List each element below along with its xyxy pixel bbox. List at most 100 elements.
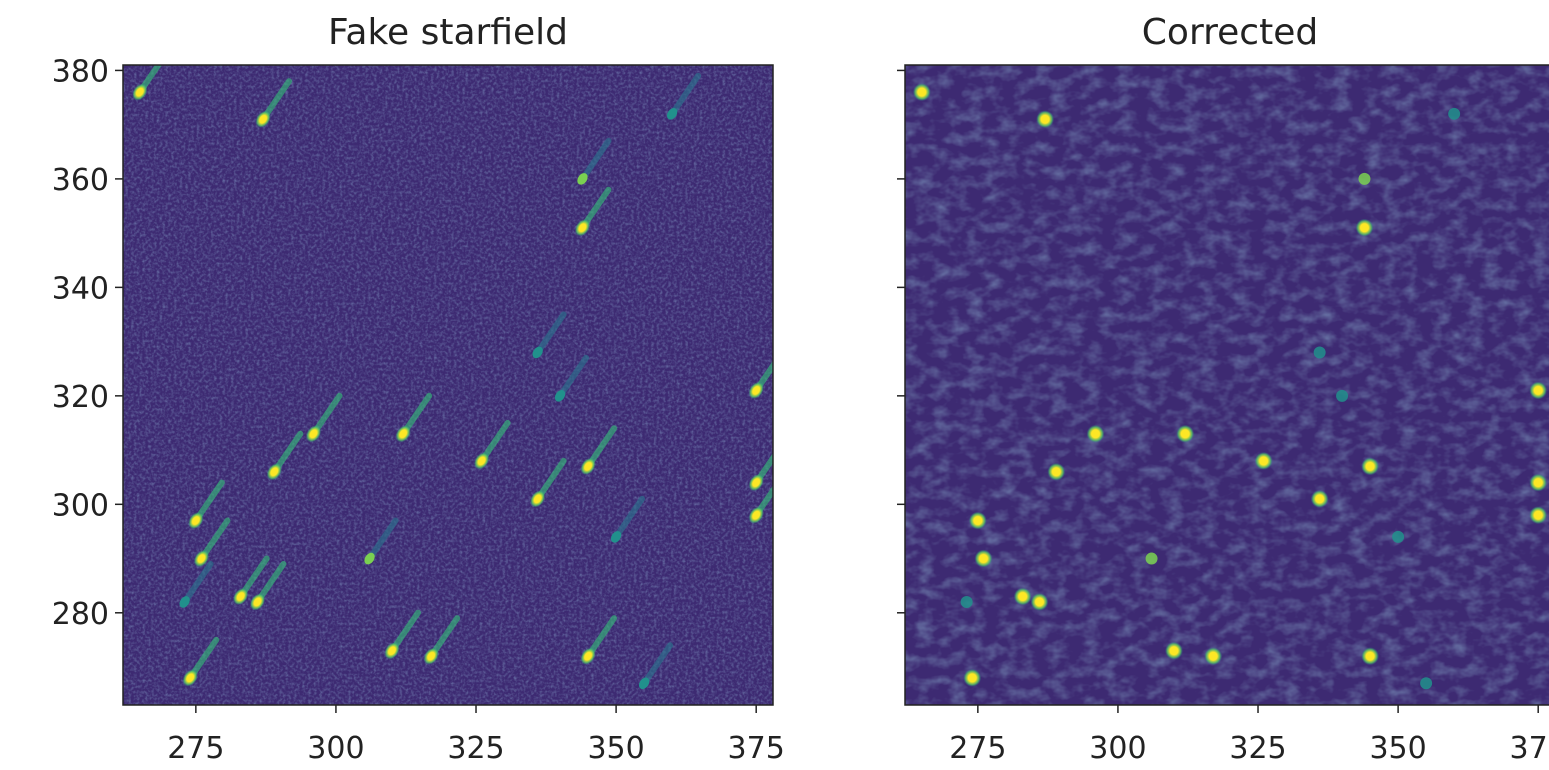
x-tick-label: 375 — [728, 731, 785, 766]
star-core — [132, 83, 148, 101]
star — [974, 549, 993, 568]
star-core — [968, 511, 987, 530]
star-core — [1036, 110, 1055, 129]
x-tick-label: 300 — [307, 731, 364, 766]
star-streak — [579, 137, 612, 182]
star — [610, 495, 646, 543]
star-core — [1336, 389, 1349, 402]
star-core — [1164, 641, 1183, 660]
star-streak — [534, 311, 567, 356]
star-core — [364, 552, 375, 565]
panel-title: Fake starfield — [328, 12, 568, 53]
x-tick-label: 375 — [1510, 731, 1549, 766]
star — [1145, 552, 1158, 565]
star-streak — [641, 642, 674, 687]
star — [473, 419, 511, 470]
star-core — [1529, 381, 1548, 400]
star-core — [193, 549, 210, 568]
star-core — [974, 549, 993, 568]
x-tick-label: 325 — [1229, 731, 1286, 766]
star — [577, 137, 612, 185]
axes-frame — [122, 64, 774, 706]
star-core — [395, 425, 411, 443]
star — [188, 479, 225, 530]
star-core — [182, 669, 198, 687]
star — [529, 457, 567, 508]
star-core — [912, 83, 931, 102]
star — [1310, 489, 1329, 508]
star-core — [1448, 107, 1461, 120]
star — [532, 311, 567, 359]
image-noise — [123, 65, 773, 705]
star — [1176, 424, 1195, 443]
star — [912, 83, 931, 102]
star — [423, 615, 461, 665]
star-core — [1086, 424, 1105, 443]
star-core — [1529, 506, 1548, 525]
star-core — [748, 506, 764, 524]
star-core — [574, 219, 591, 237]
star-core — [1358, 172, 1371, 185]
star-core — [266, 463, 283, 481]
star — [963, 668, 982, 687]
star — [1448, 107, 1461, 120]
star — [255, 78, 293, 128]
star — [384, 609, 421, 660]
star — [1164, 641, 1183, 660]
star — [249, 560, 287, 611]
star — [1254, 451, 1273, 470]
star — [1313, 346, 1326, 359]
y-tick-label: 380 — [52, 54, 109, 89]
star-core — [1420, 677, 1433, 690]
star — [748, 485, 773, 524]
star — [1358, 172, 1371, 185]
star-core — [529, 490, 546, 508]
x-tick-label: 325 — [447, 731, 504, 766]
star-core — [1355, 218, 1374, 237]
star-core — [1013, 587, 1032, 606]
y-tick-label: 340 — [52, 271, 109, 306]
star — [1013, 587, 1032, 606]
star-core — [554, 390, 566, 402]
star — [1036, 110, 1055, 129]
star — [193, 517, 231, 568]
star-core — [473, 452, 490, 470]
y-tick-label: 320 — [52, 380, 109, 415]
star-core — [577, 173, 588, 185]
x-tick-label: 275 — [167, 731, 224, 766]
star-core — [1361, 457, 1380, 476]
star-core — [1176, 424, 1195, 443]
star-core — [384, 642, 400, 660]
star-core — [963, 668, 982, 687]
star-core — [1529, 473, 1548, 492]
star — [554, 354, 590, 402]
star-core — [188, 511, 204, 530]
axes-frame — [904, 64, 1549, 706]
star — [1336, 389, 1349, 402]
star — [182, 636, 220, 687]
star — [1529, 473, 1548, 492]
star — [132, 65, 163, 101]
star-core — [1313, 346, 1326, 359]
star — [232, 555, 270, 606]
x-tick-label: 300 — [1089, 731, 1146, 766]
y-tick-label: 360 — [52, 163, 109, 198]
star-streak — [613, 495, 646, 540]
star-core — [179, 596, 190, 608]
star-core — [1392, 530, 1405, 543]
star — [179, 560, 214, 608]
star — [1361, 647, 1380, 666]
image-area — [905, 65, 1549, 705]
star — [574, 186, 612, 237]
star — [305, 392, 343, 443]
y-tick-label: 300 — [52, 488, 109, 523]
star-core — [1030, 592, 1049, 611]
star-core — [305, 425, 322, 443]
x-tick-label: 350 — [1369, 731, 1426, 766]
star-core — [232, 587, 249, 606]
star — [1529, 381, 1548, 400]
star — [1086, 424, 1105, 443]
star — [1047, 462, 1066, 481]
star-core — [532, 346, 543, 359]
star — [1030, 592, 1049, 611]
